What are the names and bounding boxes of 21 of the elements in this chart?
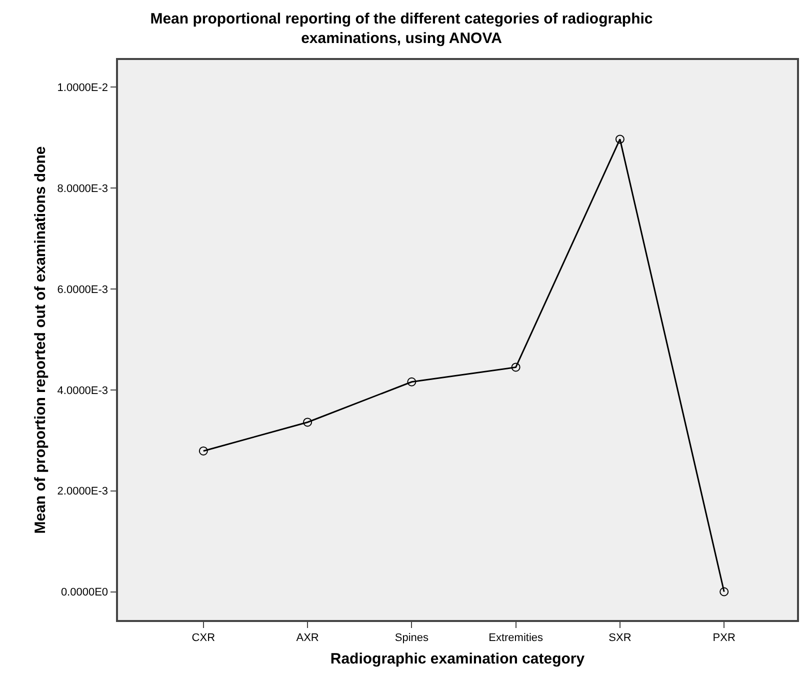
y-tick-label: 0.0000E0	[60, 586, 108, 599]
x-tick-label: Spines	[394, 632, 429, 644]
x-tick-label: SXR	[608, 632, 632, 644]
x-tick-label: CXR	[192, 632, 216, 644]
x-tick-label: Extremities	[488, 632, 544, 644]
chart-title: Mean proportional reporting of the different categories of radiographic examinations, using ANOVA	[150, 10, 653, 48]
point	[303, 418, 312, 427]
y-axis-title: Mean of proportion reported out of examinations done	[32, 146, 50, 534]
point	[407, 377, 416, 386]
y-tick-label: 6.0000E-3	[57, 284, 108, 296]
point	[615, 134, 624, 144]
y-tick-label: 1.0000E-2	[57, 82, 108, 94]
point	[511, 362, 520, 372]
y-tick-label: 4.0000E-3	[57, 384, 108, 397]
y-tick-label: 2.0000E-3	[57, 486, 108, 498]
x-tick-label: AXR	[296, 632, 319, 644]
y-tick-label: 8.0000E-3	[57, 182, 108, 195]
x-axis-title: Radiographic examination category	[330, 650, 586, 668]
point	[720, 587, 729, 596]
point	[198, 446, 208, 456]
x-tick-label: PXR	[712, 632, 736, 644]
